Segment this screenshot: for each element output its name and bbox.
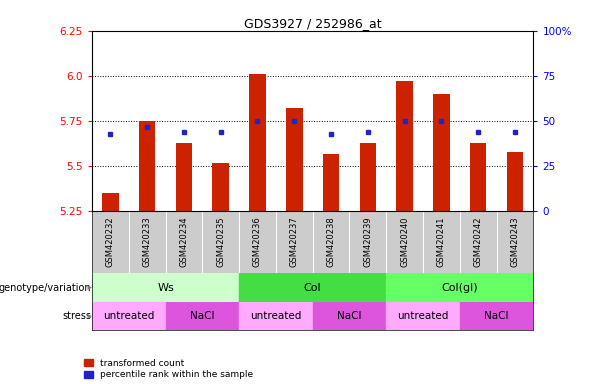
Bar xyxy=(175,143,192,212)
Bar xyxy=(166,302,239,330)
Text: GSM420236: GSM420236 xyxy=(253,217,262,267)
Bar xyxy=(239,302,313,330)
Text: NaCl: NaCl xyxy=(190,311,215,321)
Text: GSM420237: GSM420237 xyxy=(290,217,299,267)
Text: Col(gl): Col(gl) xyxy=(441,283,478,293)
Text: Col: Col xyxy=(304,283,321,293)
Bar xyxy=(102,194,119,212)
Text: GSM420240: GSM420240 xyxy=(400,217,409,267)
Text: untreated: untreated xyxy=(250,311,302,321)
Text: GSM420238: GSM420238 xyxy=(327,217,335,267)
Text: untreated: untreated xyxy=(397,311,449,321)
Text: untreated: untreated xyxy=(103,311,154,321)
Bar xyxy=(239,273,386,302)
Bar xyxy=(92,302,166,330)
Bar xyxy=(286,108,303,212)
Text: GSM420241: GSM420241 xyxy=(437,217,446,267)
Text: genotype/variation: genotype/variation xyxy=(0,283,91,293)
Bar xyxy=(506,152,523,212)
Text: GSM420232: GSM420232 xyxy=(106,217,115,267)
Bar xyxy=(313,302,386,330)
Text: GSM420233: GSM420233 xyxy=(143,217,151,267)
Bar xyxy=(386,302,460,330)
Text: GSM420235: GSM420235 xyxy=(216,217,225,267)
Bar xyxy=(92,273,239,302)
Text: Ws: Ws xyxy=(157,283,174,293)
Bar xyxy=(249,74,266,212)
Bar xyxy=(386,273,533,302)
Bar xyxy=(323,154,340,212)
Bar xyxy=(212,163,229,212)
Text: GSM420243: GSM420243 xyxy=(511,217,519,267)
Bar xyxy=(396,81,413,212)
Text: GSM420242: GSM420242 xyxy=(474,217,482,267)
Legend: transformed count, percentile rank within the sample: transformed count, percentile rank withi… xyxy=(84,359,254,379)
Bar xyxy=(470,143,486,212)
Bar xyxy=(359,143,376,212)
Text: GSM420234: GSM420234 xyxy=(180,217,188,267)
Text: stress: stress xyxy=(62,311,91,321)
Title: GDS3927 / 252986_at: GDS3927 / 252986_at xyxy=(244,17,381,30)
Bar xyxy=(460,302,533,330)
Text: GSM420239: GSM420239 xyxy=(364,217,372,267)
Text: NaCl: NaCl xyxy=(337,311,362,321)
Bar xyxy=(433,94,449,212)
Bar xyxy=(139,121,156,212)
Text: NaCl: NaCl xyxy=(484,311,509,321)
